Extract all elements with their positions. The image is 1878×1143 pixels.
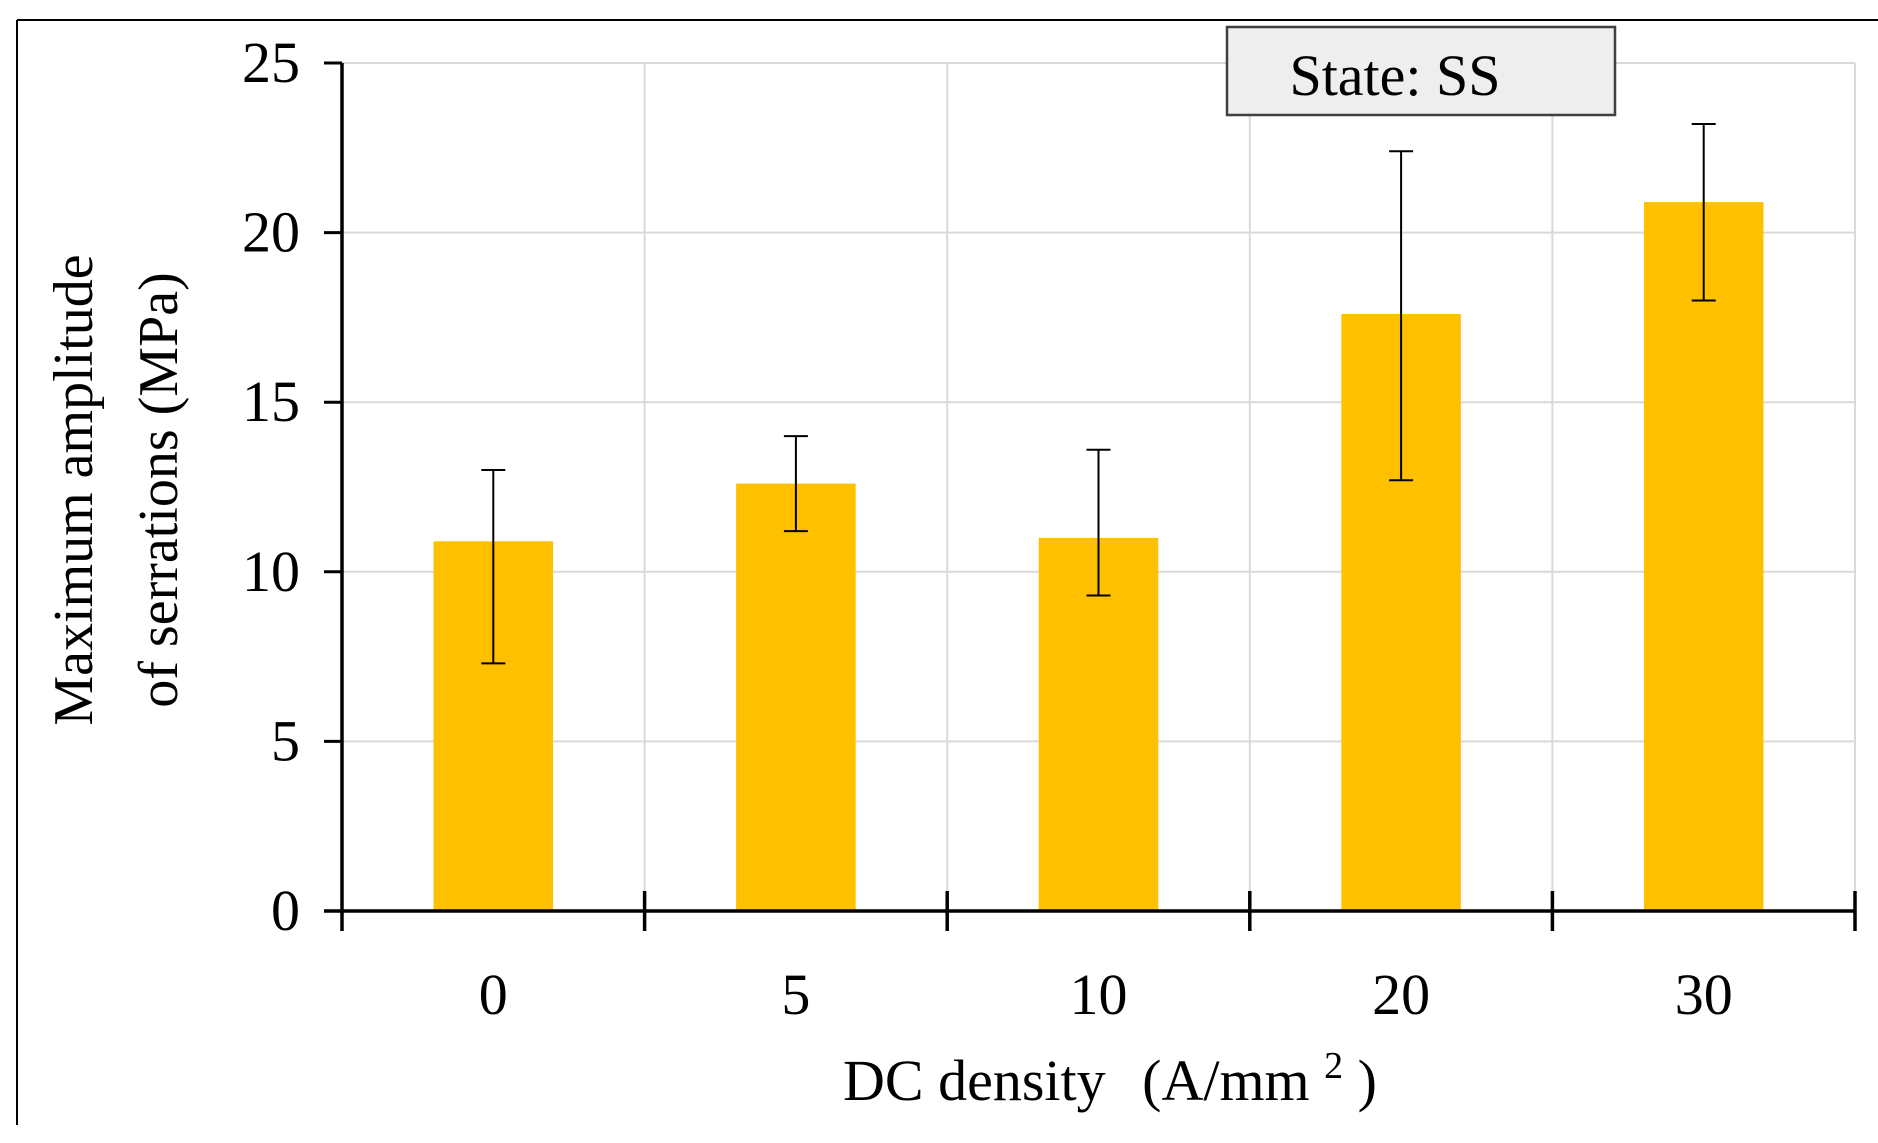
x-axis-label-unit-open: (A/mm	[1142, 1048, 1310, 1113]
x-tick-label: 5	[781, 962, 810, 1027]
axes	[324, 61, 1857, 931]
x-tick-label: 10	[1070, 962, 1128, 1027]
y-tick-label: 5	[271, 708, 300, 773]
y-axis-label-line1: Maximum amplitude	[43, 254, 105, 725]
x-tick-label: 20	[1372, 962, 1430, 1027]
y-tick-label: 20	[242, 200, 300, 265]
y-tick-label: 10	[242, 539, 300, 604]
bar-30	[1643, 202, 1764, 911]
x-axis-label-main: DC density	[843, 1048, 1106, 1113]
y-axis-label-line2: of serrations (MPa)	[128, 272, 190, 707]
y-tick-label: 15	[242, 369, 300, 434]
x-axis-label: DC density (A/mm 2 )	[843, 1026, 1377, 1113]
x-axis-label-unit-close: )	[1358, 1048, 1377, 1113]
y-tick-label: 0	[271, 878, 300, 943]
annotation-text: State: SS	[1289, 43, 1500, 108]
bar-5	[736, 483, 856, 911]
tick-labels: 0 5 10 15 20 25 0 5 10 20 30	[242, 30, 1733, 1027]
error-bars	[481, 123, 1716, 665]
annotation-box	[1225, 25, 1617, 117]
x-tick-label: 0	[479, 962, 508, 1027]
x-tick-label: 30	[1675, 962, 1733, 1027]
x-axis-label-unit-superscript: 2	[1324, 1045, 1343, 1087]
grid	[342, 62, 1856, 911]
bar-10	[1038, 537, 1159, 911]
y-tick-label: 25	[242, 30, 300, 95]
bars	[433, 202, 1764, 911]
